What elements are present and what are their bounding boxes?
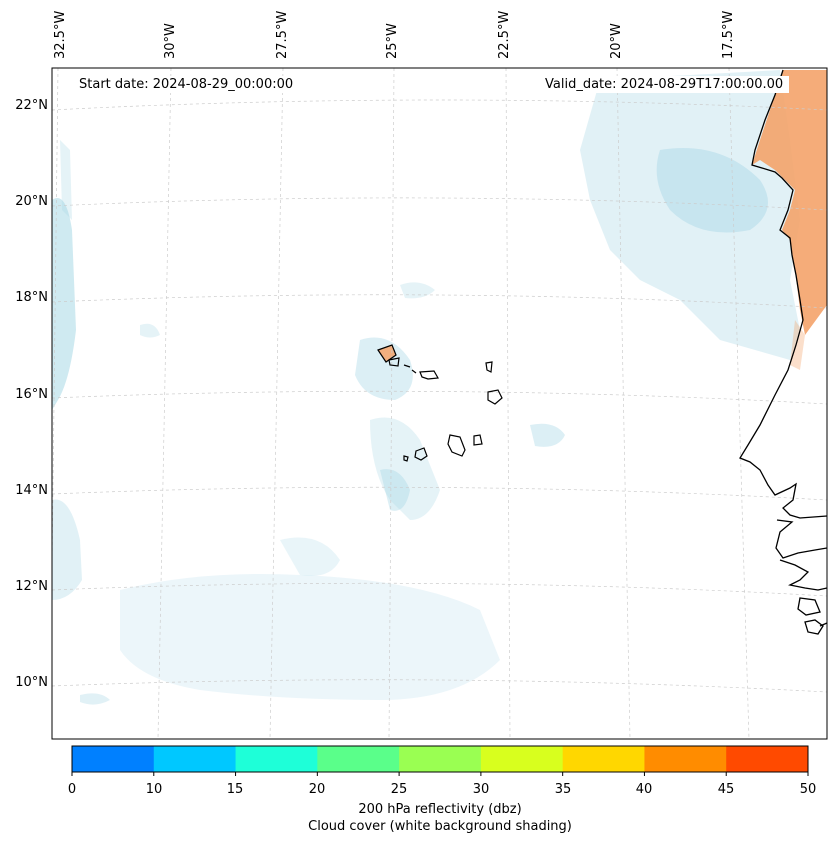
lat-label: 20°N: [15, 194, 48, 209]
colorbar-tick: 0: [67, 782, 77, 797]
lat-label: 22°N: [15, 98, 48, 113]
colorbar-tick: 40: [635, 782, 653, 797]
lon-label: 22.5°W: [497, 10, 512, 59]
map-area: [51, 67, 828, 740]
colorbar-segment: [317, 746, 400, 772]
colorbar-tick: 20: [308, 782, 326, 797]
lat-label: 16°N: [15, 387, 48, 402]
lon-label: 30°W: [163, 23, 178, 59]
colorbar-tick: 30: [472, 782, 490, 797]
lon-label: 25°W: [385, 23, 400, 59]
lat-label: 12°N: [15, 579, 48, 594]
graticule: [52, 68, 827, 739]
colorbar-tick: 35: [554, 782, 572, 797]
colorbar-segment: [644, 746, 727, 772]
colorbar-segment: [562, 746, 645, 772]
start-date-label: Start date: 2024-08-29_00:00:00: [73, 76, 300, 93]
cape-verde-islands: [377, 344, 503, 462]
colorbar-segment: [726, 746, 809, 772]
colorbar-segment: [153, 746, 237, 772]
colorbar-segment: [480, 746, 564, 772]
lat-label: 10°N: [15, 675, 48, 690]
lon-label: 32.5°W: [53, 10, 68, 59]
lon-label: 20°W: [609, 23, 624, 59]
colorbar-tick: 25: [390, 782, 408, 797]
colorbar-sublabel: Cloud cover (white background shading): [308, 819, 572, 834]
colorbar-tick: 15: [226, 782, 244, 797]
lat-label: 14°N: [15, 483, 48, 498]
colorbar-frame: [71, 745, 809, 773]
colorbar-tick: 10: [145, 782, 163, 797]
lon-label: 27.5°W: [275, 10, 290, 59]
coastline: [739, 69, 827, 635]
colorbar: [71, 745, 809, 776]
colorbar-segment: [235, 746, 318, 772]
lon-label: 17.5°W: [721, 10, 736, 59]
colorbar-tick: 50: [799, 782, 817, 797]
colorbar-tick: 45: [717, 782, 735, 797]
colorbar-label: 200 hPa reflectivity (dbz): [358, 802, 522, 817]
lat-label: 18°N: [15, 290, 48, 305]
cloud-shading: [52, 70, 800, 705]
colorbar-segment: [399, 746, 482, 772]
colorbar-segment: [72, 746, 155, 772]
valid-date-label: Valid_date: 2024-08-29T17:00:00.00: [539, 76, 790, 93]
